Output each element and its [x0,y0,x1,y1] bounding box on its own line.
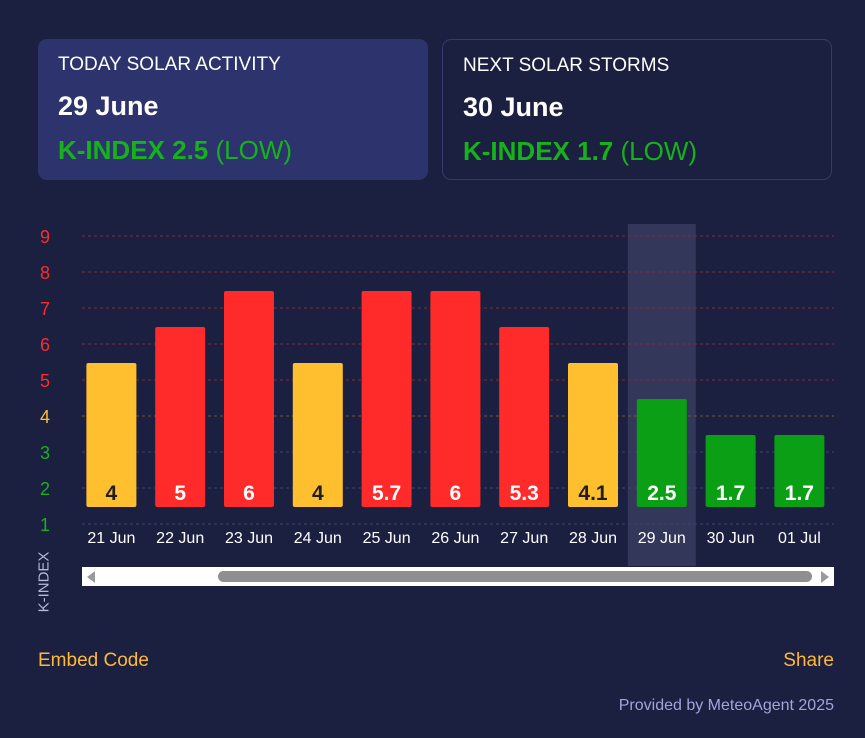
x-tick-label: 21 Jun [87,530,135,547]
bar [568,363,618,507]
next-storms-card: NEXT SOLAR STORMS 30 June K-INDEX 1.7 (L… [442,39,832,180]
x-tick-label: 23 Jun [225,530,273,547]
provided-by-text: Provided by MeteoAgent 2025 [618,697,834,714]
x-tick-label: 27 Jun [500,530,548,547]
next-card-date: 30 June [463,92,564,122]
x-tick-label: 25 Jun [363,530,411,547]
scroll-left-icon[interactable] [87,571,95,583]
next-card-kindex: K-INDEX 1.7 (LOW) [463,136,811,166]
y-tick-label: 5 [40,371,50,391]
bar [361,291,412,507]
bar [292,363,343,507]
bar-value-label: 4 [312,482,324,505]
scroll-right-icon[interactable] [821,571,829,583]
bar-value-label: 5 [174,482,186,505]
x-tick-label: 30 Jun [707,530,755,547]
bar [774,435,825,507]
x-tick-label: 28 Jun [569,530,617,547]
bar-value-label: 1.7 [716,482,745,505]
today-card-kindex: K-INDEX 2.5 (LOW) [58,135,408,165]
y-tick-label: 6 [40,335,50,355]
y-tick-label: 2 [40,479,50,499]
y-tick-label: 8 [40,263,50,283]
scroll-thumb[interactable] [218,571,812,582]
next-kindex-level: (LOW) [620,136,698,166]
bar-value-label: 5.7 [372,482,401,505]
bar-value-label: 1.7 [785,482,814,505]
bar [705,435,756,507]
today-activity-card: TODAY SOLAR ACTIVITY 29 June K-INDEX 2.5… [38,39,428,180]
x-tick-label: 01 Jul [778,530,821,547]
today-kindex-value: K-INDEX 2.5 [58,135,209,165]
next-kindex-value: K-INDEX 1.7 [463,136,614,166]
y-tick-label: 9 [40,227,50,247]
bar [499,327,550,507]
bar [155,327,206,507]
bar-value-label: 6 [243,482,255,505]
y-tick-label: 7 [40,299,50,319]
bar [224,291,274,507]
x-tick-label: 26 Jun [431,530,479,547]
highlight-column [627,224,696,566]
bar-value-label: 6 [450,482,462,505]
bar [430,291,481,507]
y-tick-label: 1 [40,515,50,535]
embed-code-link[interactable]: Embed Code [38,650,149,671]
y-tick-label: 3 [40,443,50,463]
today-card-date: 29 June [58,91,159,121]
share-link[interactable]: Share [783,650,834,671]
bar-value-label: 5.3 [510,482,539,505]
today-card-title: TODAY SOLAR ACTIVITY [58,54,281,75]
bar-value-label: 2.5 [647,482,677,505]
x-tick-label: 22 Jun [156,530,204,547]
x-tick-label: 24 Jun [294,530,342,547]
chart-scrollbar[interactable] [82,567,834,586]
bar [636,399,687,507]
bar-value-label: 4 [106,482,118,505]
next-card-title: NEXT SOLAR STORMS [463,55,670,76]
y-tick-label: 4 [40,407,50,427]
x-tick-label: 29 Jun [638,530,686,547]
bar-value-label: 4.1 [578,482,608,505]
y-axis-label: K-INDEX [35,551,53,613]
bar [86,363,137,507]
today-kindex-level: (LOW) [215,135,293,165]
